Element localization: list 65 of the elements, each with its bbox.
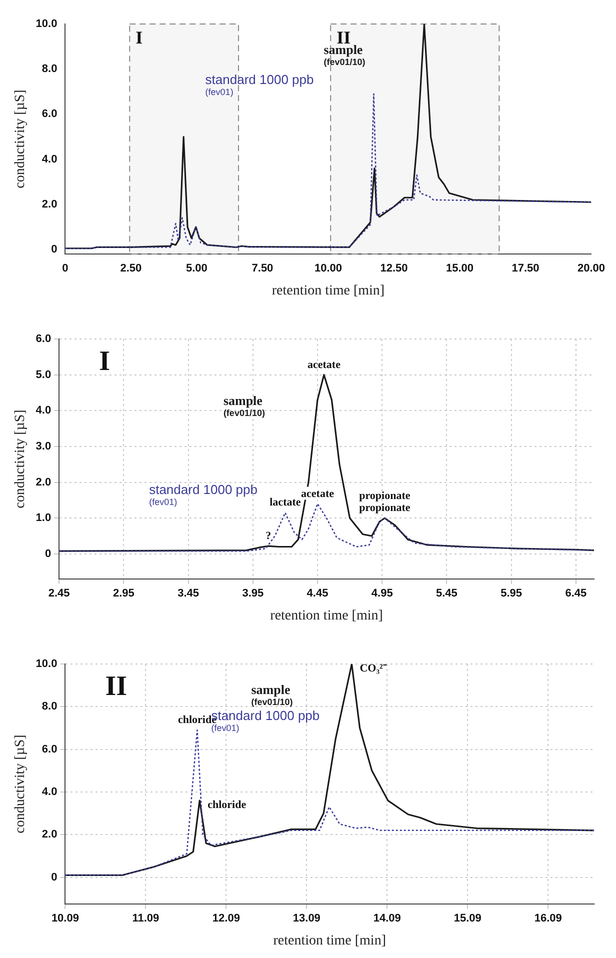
x-tick-label: 2.50 (120, 262, 142, 275)
x-tick-label: 13.09 (292, 912, 320, 925)
y-tick-label: 6.0 (42, 743, 58, 756)
x-tick-label: 11.09 (132, 912, 160, 925)
text: sample (fev01/10) (251, 682, 293, 707)
x-tick-label: 7.50 (252, 262, 274, 275)
x-tick-label: 15.00 (446, 262, 474, 275)
y-tick-label: 8.0 (42, 63, 58, 76)
annotation: acetate (307, 358, 341, 371)
y-tick-label: 4.0 (42, 786, 58, 798)
x-tick-label: 3.45 (178, 588, 200, 600)
x-tick-label: 16.09 (534, 912, 562, 925)
y-tick-label: 0 (51, 871, 58, 884)
chart-title: II (105, 671, 128, 702)
annotation: propionate (359, 490, 410, 502)
y-tick-label: 1.0 (36, 512, 52, 524)
x-tick-label: 10.09 (51, 912, 79, 925)
y-tick-label: 0 (51, 244, 58, 256)
y-tick-label: 4.0 (36, 404, 52, 417)
y-tick-label: 3.0 (36, 440, 52, 452)
text: standard 1000 ppb (fev01) (205, 72, 314, 97)
annotation: CO₃²⁻ (360, 662, 387, 674)
y-tick-label: 6.0 (36, 333, 52, 346)
x-tick-label: 0 (62, 262, 68, 275)
annotation: lactate (270, 496, 301, 509)
text: sample (fev01/10) (223, 392, 265, 418)
y-tick-label: 5.0 (36, 368, 52, 381)
x-tick-label: 12.09 (212, 912, 240, 925)
y-tick-label: 2.0 (36, 476, 52, 488)
x-axis-title: retention time [min] (272, 283, 385, 298)
x-tick-label: 5.95 (500, 588, 522, 600)
annotation: acetate (301, 488, 334, 500)
y-tick-label: 2.0 (42, 828, 58, 841)
x-axis-title: retention time [min] (273, 933, 386, 948)
text: standard 1000 ppb (fev01) (149, 482, 258, 507)
y-tick-label: 10.0 (36, 18, 58, 30)
x-axis-title: retention time [min] (270, 608, 383, 624)
x-tick-label: 12.50 (380, 262, 408, 275)
y-axis-title: conductivity [µS] (13, 734, 28, 834)
x-tick-label: 14.09 (373, 912, 401, 925)
x-tick-label: 5.00 (186, 262, 208, 275)
x-tick-label: 2.45 (48, 588, 70, 600)
y-tick-label: 2.0 (42, 198, 58, 210)
x-tick-label: 4.95 (371, 588, 393, 600)
x-tick-label: 2.95 (112, 588, 134, 600)
y-axis-title: conductivity [µS] (13, 90, 28, 188)
y-tick-label: 6.0 (42, 108, 58, 120)
annotation: propionate (359, 502, 410, 514)
y-tick-label: 4.0 (42, 153, 58, 166)
x-tick-label: 17.50 (512, 262, 540, 275)
x-tick-label: 20.00 (577, 262, 605, 275)
y-tick-label: 8.0 (42, 700, 58, 713)
annotation: chloride (208, 799, 246, 812)
y-tick-label: 10.0 (36, 658, 58, 670)
x-tick-label: 4.45 (306, 588, 328, 600)
x-tick-label: 10.00 (314, 262, 342, 275)
y-tick-label: 0 (44, 548, 52, 560)
x-tick-label: 3.95 (242, 588, 264, 600)
chart-title: I (99, 346, 110, 378)
x-tick-label: 6.45 (565, 588, 587, 600)
band-label: I (136, 28, 143, 48)
y-axis-title: conductivity [µS] (13, 410, 28, 508)
x-tick-label: 15.09 (454, 912, 482, 925)
annotation: ? (266, 530, 272, 542)
x-tick-label: 5.45 (436, 588, 458, 600)
